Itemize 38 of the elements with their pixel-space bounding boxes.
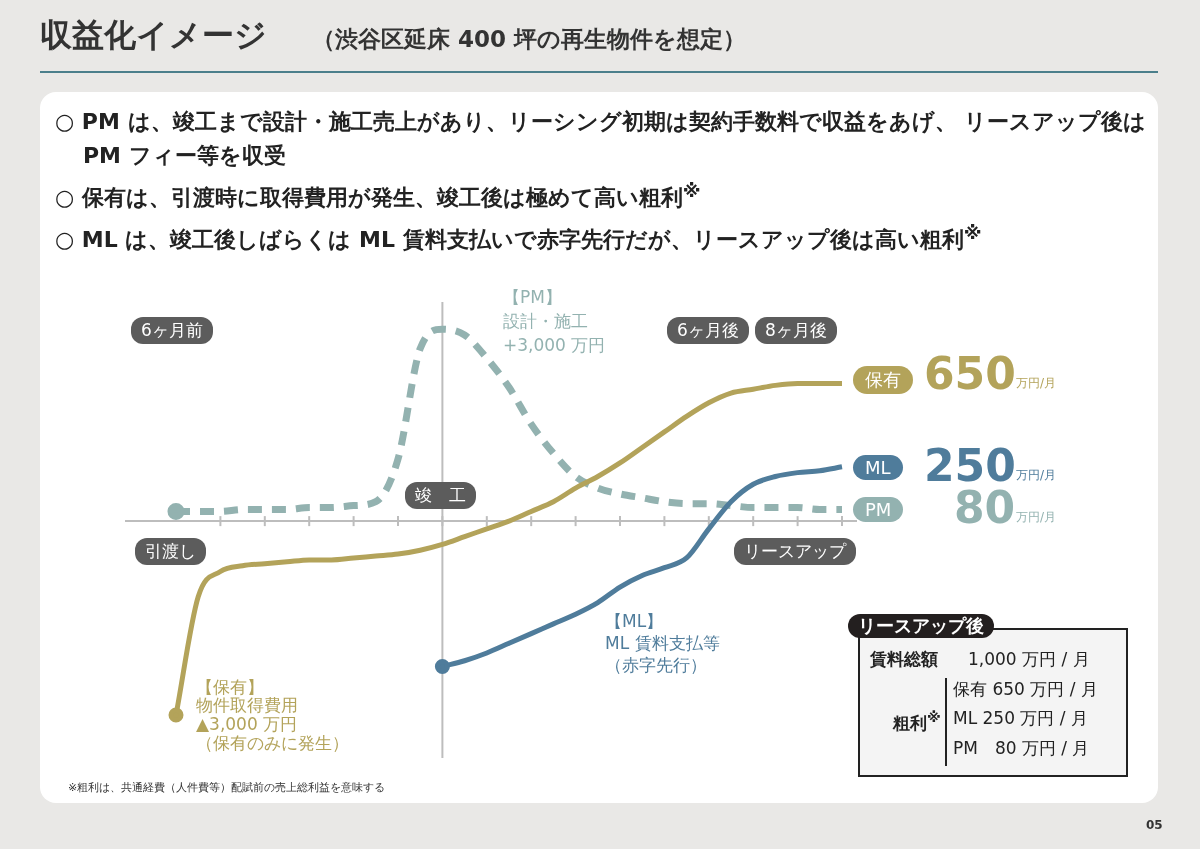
chart-title: 収益化イメージ	[40, 15, 267, 56]
text: 650	[924, 348, 1016, 399]
annotation: 6ヶ月後	[667, 317, 749, 344]
text: ML 250 万円 / 月	[953, 707, 1088, 730]
annotation: 物件取得費用	[196, 695, 298, 717]
text: ○ ML は、竣工後しばらくは ML 賃料支払いで赤字先行だが、リースアップ後は高い粗利$^{※}$	[55, 222, 982, 255]
annotation: 8ヶ月後	[755, 317, 837, 344]
series-label: PM	[853, 497, 904, 522]
text: 万円/月	[1016, 468, 1057, 484]
annotation: ▲3,000 万円	[196, 714, 298, 735]
text: ※粗利は、共通経費（人件費等）配賦前の売上総利益を意味する	[68, 780, 386, 795]
text: 万円/月	[1016, 509, 1057, 526]
annotation: 【ML】	[605, 610, 664, 633]
text: ○ PM は、竣工まで設計・施工売上があり、リーシング初期は契約手数料で収益をあげ、 リースアップ後は PM フィー等を収受	[55, 108, 1148, 170]
annotation: +3,000 万円	[503, 334, 606, 357]
chart-subtitle: （渋谷区延床 400 坪の再生物件を想定）	[312, 25, 747, 54]
text: 万円/月	[1016, 376, 1057, 392]
annotation: 設計・施工	[503, 310, 588, 333]
text: ○ 保有は、引渡時に取得費用が発生、竣工後は極めて高い粗利$^{※}$	[55, 180, 701, 213]
text: 【PM】	[503, 286, 562, 309]
annotation: （赤字先行）	[605, 654, 707, 677]
text: 80	[954, 482, 1016, 533]
annotation: 6ヶ月前	[131, 317, 213, 344]
annotation: リースアップ	[734, 538, 856, 565]
annotation: 竣 工	[405, 482, 476, 509]
text: 賃料総額	[870, 648, 938, 671]
text: （保有のみに発生）	[196, 733, 349, 755]
text: 粗利$^{※}$	[893, 709, 941, 735]
text: 05	[1146, 818, 1163, 832]
series-label: 保有	[853, 366, 913, 394]
annotation: 【保有】	[196, 676, 264, 697]
text: 保有 650 万円 / 月	[953, 678, 1098, 701]
annotation: ML 賃料支払等	[605, 632, 720, 655]
text: リースアップ後	[848, 614, 994, 638]
text: 1,000 万円 / 月	[968, 648, 1090, 671]
annotation: 引渡し	[135, 538, 206, 565]
text: PM 80 万円 / 月	[953, 737, 1090, 760]
series-label: ML	[853, 455, 903, 480]
